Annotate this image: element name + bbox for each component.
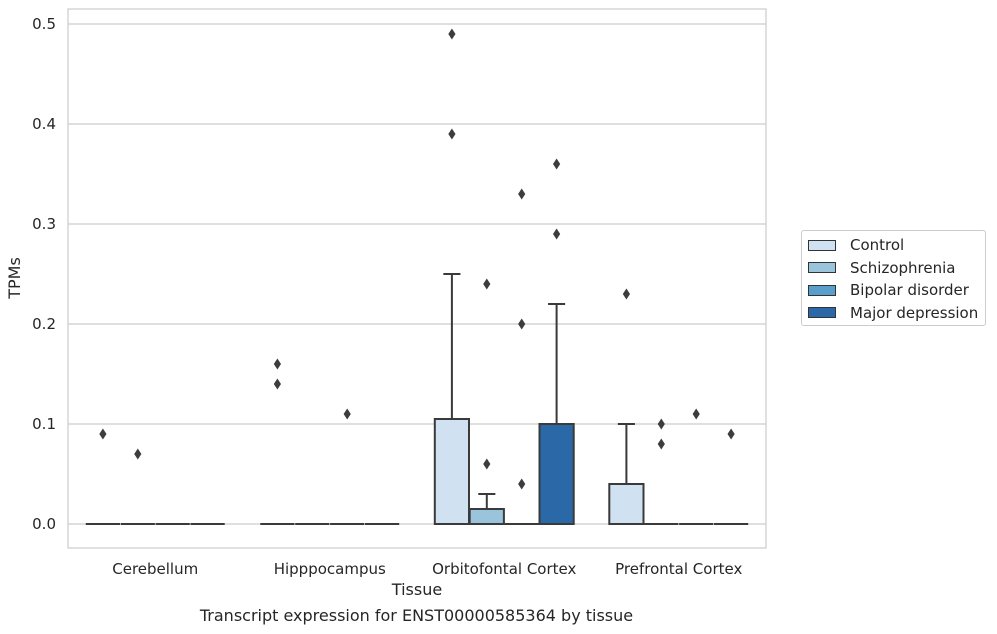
outlier-point — [448, 28, 456, 40]
y-axis-label: TPMs — [5, 257, 24, 300]
legend-item: Schizophrenia — [808, 258, 955, 278]
x-axis-label: Tissue — [391, 580, 442, 599]
outlier-point — [692, 408, 700, 420]
x-tick-label: Hipppocampus — [274, 560, 386, 578]
outlier-point — [657, 438, 665, 450]
outlier-point — [273, 358, 281, 370]
box-body — [538, 423, 575, 525]
outlier-point — [134, 448, 142, 460]
x-tick-label: Prefrontal Cortex — [615, 560, 742, 578]
outlier-point — [343, 408, 351, 420]
boxes — [85, 273, 749, 525]
legend-swatch — [808, 239, 836, 251]
x-tick-labels: Cerebellum Hipppocampus Orbitofontal Corte… — [112, 560, 742, 578]
box-body — [608, 483, 645, 525]
legend-item: Major depression — [808, 303, 978, 323]
outlier-point — [657, 418, 665, 430]
outlier-point — [727, 428, 735, 440]
outlier-point — [518, 478, 526, 490]
outliers — [99, 28, 735, 490]
y-tick-label: 0.5 — [32, 15, 56, 33]
legend-label: Bipolar disorder — [850, 281, 969, 299]
box-schizophrenia — [468, 493, 505, 525]
y-tick-label: 0.2 — [32, 315, 56, 333]
legend-item: Bipolar disorder — [808, 280, 969, 300]
x-tick-label: Cerebellum — [112, 560, 198, 578]
outlier-point — [622, 288, 630, 300]
outlier-point — [553, 228, 561, 240]
legend: Control Schizophrenia Bipolar disorder Majo… — [801, 230, 986, 326]
y-tick-labels: 0.0 0.1 0.2 0.3 0.4 0.5 — [32, 15, 56, 533]
box-major-depression — [538, 303, 575, 525]
outlier-point — [99, 428, 107, 440]
legend-label: Schizophrenia — [850, 258, 956, 277]
legend-label: Control — [850, 236, 905, 254]
legend-swatch — [808, 284, 836, 296]
box-body — [468, 508, 505, 525]
box-control — [608, 423, 645, 525]
outlier-point — [483, 458, 491, 470]
legend-label: Major depression — [850, 303, 979, 322]
box-control — [433, 273, 471, 525]
chart-caption: Transcript expression for ENST0000058536… — [199, 606, 634, 625]
legend-swatch — [808, 262, 836, 273]
y-tick-label: 0.1 — [32, 415, 56, 433]
y-tick-label: 0.4 — [32, 115, 56, 133]
y-tick-label: 0.0 — [32, 515, 56, 533]
outlier-point — [518, 318, 526, 330]
outlier-point — [448, 128, 456, 140]
legend-item: Control — [808, 235, 904, 255]
outlier-point — [518, 188, 526, 200]
x-tick-label: Orbitofontal Cortex — [432, 560, 576, 578]
plot-frame — [67, 8, 767, 549]
outlier-point — [553, 158, 561, 170]
outlier-point — [273, 378, 281, 390]
box-body — [433, 418, 471, 525]
legend-swatch — [808, 307, 836, 318]
y-tick-label: 0.3 — [32, 215, 56, 233]
outlier-point — [483, 278, 491, 290]
